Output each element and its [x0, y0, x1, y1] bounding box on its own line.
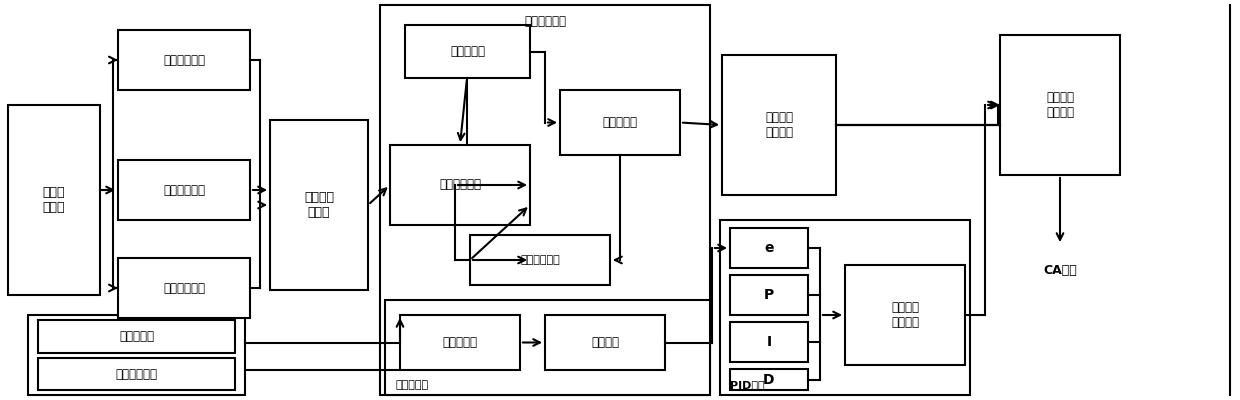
Bar — [560, 90, 680, 155]
Bar — [730, 228, 808, 268]
Text: 获得最终
补充力矩: 获得最终 补充力矩 — [1047, 91, 1074, 119]
Text: 车辆姿态数据: 车辆姿态数据 — [162, 184, 205, 196]
Bar — [384, 300, 711, 395]
Bar — [999, 35, 1120, 175]
Bar — [730, 369, 808, 390]
Bar — [118, 258, 250, 318]
Text: 定义趋近律: 定义趋近律 — [603, 116, 637, 129]
Text: e: e — [764, 241, 774, 255]
Text: PID控制: PID控制 — [730, 380, 765, 390]
Bar — [29, 315, 246, 395]
Text: 驾驶意
图解析: 驾驶意 图解析 — [42, 186, 66, 214]
Bar — [722, 55, 836, 195]
Text: I: I — [766, 335, 771, 349]
Text: 自适应控制: 自适应控制 — [396, 380, 428, 390]
Text: 确定切换函数: 确定切换函数 — [439, 178, 481, 192]
Bar — [270, 120, 368, 290]
Text: 滑模附加
补偿力矩: 滑模附加 补偿力矩 — [765, 111, 794, 139]
Bar — [405, 25, 529, 78]
Bar — [844, 265, 965, 365]
Text: 滑模面积分: 滑模面积分 — [443, 336, 477, 349]
Text: 加速度计信号: 加速度计信号 — [115, 368, 157, 380]
Text: 处理抖振: 处理抖振 — [591, 336, 619, 349]
Text: 二阶滑膜控制: 二阶滑膜控制 — [525, 15, 565, 28]
Text: P: P — [764, 288, 774, 302]
Bar — [546, 315, 665, 370]
Text: 建立滑模面: 建立滑模面 — [450, 45, 485, 58]
Text: CA分配: CA分配 — [1043, 264, 1076, 276]
Text: 陀螺仪信号: 陀螺仪信号 — [119, 330, 154, 343]
Bar — [401, 315, 520, 370]
Bar — [38, 320, 236, 353]
Text: 路面状态估计: 路面状态估计 — [162, 282, 205, 294]
Bar — [379, 5, 711, 395]
Text: 车辆基本参数: 车辆基本参数 — [162, 54, 205, 66]
Bar — [730, 322, 808, 362]
Bar — [391, 145, 529, 225]
Bar — [118, 30, 250, 90]
Text: 理想横摆
角速度: 理想横摆 角速度 — [304, 191, 334, 219]
Bar — [38, 358, 236, 390]
Text: D: D — [764, 372, 775, 386]
Text: 一阶惯性滤波: 一阶惯性滤波 — [520, 255, 560, 265]
Bar — [470, 235, 610, 285]
Bar — [720, 220, 970, 395]
Bar — [7, 105, 100, 295]
Bar — [730, 275, 808, 315]
Bar — [118, 160, 250, 220]
Text: 剩余附加
补偿力矩: 剩余附加 补偿力矩 — [892, 301, 919, 329]
